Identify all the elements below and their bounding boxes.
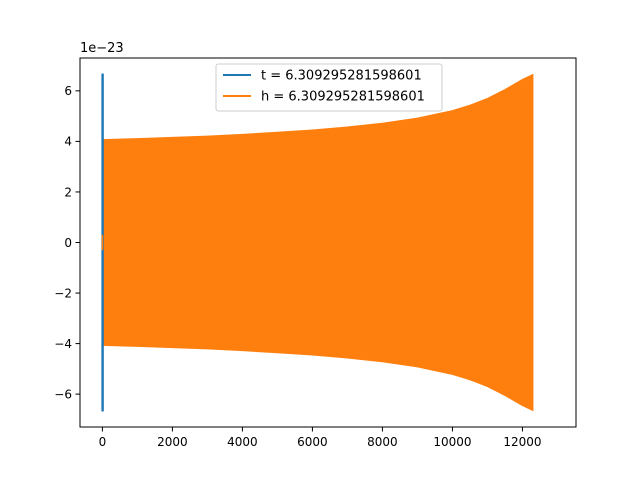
series-h-line (101, 73, 534, 412)
legend: t = 6.309295281598601 h = 6.3092952815986… (215, 63, 443, 112)
y-tick-label: 2 (64, 185, 72, 199)
legend-frame (215, 63, 443, 112)
y-tick-label: −6 (54, 387, 72, 401)
x-tick-label: 8000 (367, 435, 398, 449)
x-tick-label: 10000 (433, 435, 471, 449)
legend-label-h: h = 6.309295281598601 (261, 90, 425, 105)
axes-layer: 0 2000 4000 6000 8000 10000 12000 −6 −4 −2 0 2 4 6 (54, 57, 577, 449)
y-tick-label: 0 (64, 236, 72, 250)
series-layer (101, 73, 534, 412)
y-tick-label: 4 (64, 135, 72, 149)
x-tick-label: 4000 (227, 435, 258, 449)
y-tick-label: −2 (54, 286, 72, 300)
x-tick-label: 0 (99, 435, 107, 449)
legend-label-t: t = 6.309295281598601 (261, 69, 422, 84)
x-tick-label: 6000 (297, 435, 328, 449)
x-tick-label: 12000 (503, 435, 541, 449)
y-axis-offset-text: 1e−23 (80, 41, 124, 56)
x-tick-label: 2000 (157, 435, 188, 449)
y-tick-label: 6 (64, 84, 72, 98)
y-tick-label: −4 (54, 337, 72, 351)
